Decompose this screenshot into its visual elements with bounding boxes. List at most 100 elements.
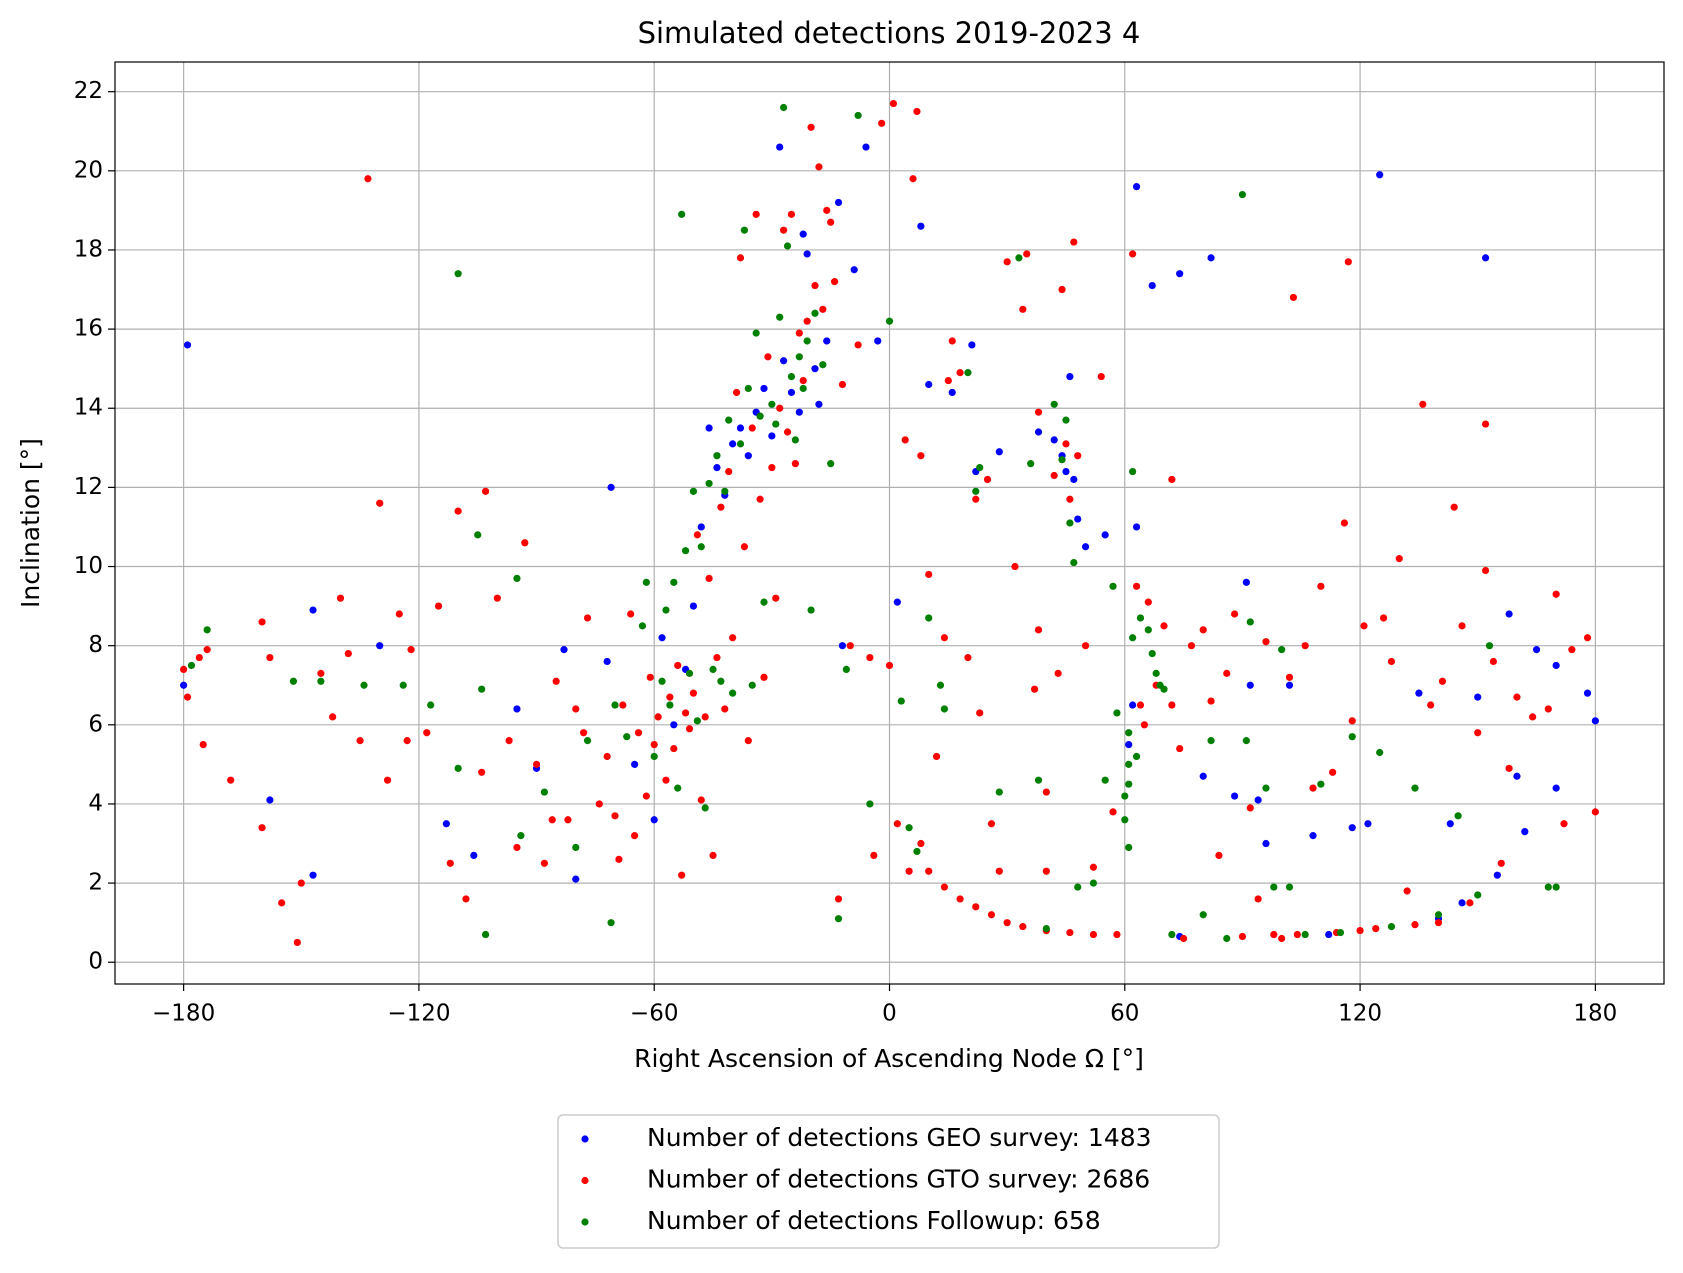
data-point <box>940 705 949 713</box>
data-point <box>1505 610 1513 618</box>
data-point <box>1336 928 1345 937</box>
data-point <box>740 543 749 551</box>
data-point <box>948 337 956 345</box>
data-point <box>258 824 266 832</box>
data-point <box>885 661 894 670</box>
data-point <box>199 740 207 749</box>
data-point <box>1278 934 1286 943</box>
data-point <box>740 226 749 234</box>
data-point <box>1042 867 1050 875</box>
data-point <box>540 859 549 867</box>
data-point <box>838 642 847 650</box>
data-point <box>995 448 1003 456</box>
data-point <box>854 341 862 349</box>
data-point <box>383 776 392 784</box>
data-point <box>940 634 949 642</box>
data-point <box>1348 717 1356 725</box>
data-point <box>623 733 631 741</box>
data-point <box>1419 400 1427 408</box>
data-point <box>1544 705 1552 713</box>
data-point <box>1168 701 1176 709</box>
data-point <box>1074 515 1082 523</box>
data-point <box>638 622 647 630</box>
data-point <box>1019 923 1027 931</box>
data-point <box>956 369 964 377</box>
data-point <box>360 681 368 689</box>
data-point <box>972 487 980 495</box>
data-point <box>689 602 698 610</box>
data-point <box>481 487 490 495</box>
data-point <box>1380 614 1388 622</box>
data-point <box>513 705 521 713</box>
data-point <box>1129 467 1137 476</box>
data-point <box>901 436 909 444</box>
data-point <box>725 467 733 476</box>
data-point <box>768 464 776 472</box>
data-point <box>434 602 443 610</box>
data-point <box>1034 428 1043 436</box>
y-axis-label: Inclination [°] <box>16 438 45 608</box>
data-point <box>1187 642 1196 650</box>
data-point <box>611 812 619 820</box>
data-point <box>823 206 831 214</box>
data-point <box>776 404 784 412</box>
data-point <box>1050 471 1058 480</box>
data-point <box>1481 420 1490 428</box>
data-point <box>1121 816 1129 824</box>
data-point <box>1019 305 1027 313</box>
data-point <box>791 436 799 444</box>
data-point <box>905 824 913 832</box>
data-point <box>795 408 803 416</box>
data-point <box>995 788 1003 796</box>
data-point <box>674 784 682 792</box>
data-point <box>1395 555 1403 563</box>
data-point <box>540 788 549 796</box>
data-point <box>1348 824 1356 832</box>
data-point <box>1411 921 1419 929</box>
data-point <box>725 416 733 424</box>
legend-box <box>557 1114 1220 1249</box>
data-point <box>1246 681 1254 689</box>
data-point <box>693 531 701 539</box>
data-point <box>427 701 435 709</box>
data-point <box>470 851 478 859</box>
data-point <box>1058 456 1066 464</box>
data-point <box>948 388 956 397</box>
data-point <box>776 313 784 321</box>
data-point <box>1552 590 1560 598</box>
data-point <box>187 661 196 670</box>
data-point <box>1450 503 1458 511</box>
data-point <box>309 871 317 879</box>
data-point <box>905 867 913 875</box>
data-point <box>752 210 760 218</box>
data-point <box>1125 740 1133 749</box>
y-tick-label: 2 <box>88 870 103 896</box>
legend-marker <box>581 1176 589 1185</box>
data-point <box>787 372 796 381</box>
data-point <box>607 483 615 491</box>
data-point <box>1262 839 1270 848</box>
legend-label: Number of detections GEO survey: 1483 <box>647 1123 1152 1152</box>
data-point <box>1074 452 1082 460</box>
data-point <box>983 475 992 484</box>
data-point <box>717 503 725 511</box>
data-point <box>756 412 764 420</box>
data-point <box>870 851 878 859</box>
data-point <box>1446 820 1454 828</box>
data-point <box>454 270 462 278</box>
data-point <box>1034 626 1043 634</box>
data-point <box>1125 843 1133 852</box>
data-point <box>1262 638 1270 646</box>
data-point <box>1101 776 1109 784</box>
data-point <box>611 701 619 709</box>
data-point <box>1583 634 1592 642</box>
data-point <box>474 531 482 539</box>
data-point <box>1289 293 1298 302</box>
data-point <box>631 760 639 768</box>
data-point <box>874 337 882 345</box>
data-point <box>1097 372 1105 381</box>
data-point <box>1148 281 1156 290</box>
y-tick-label: 16 <box>74 316 103 342</box>
data-point <box>760 384 768 393</box>
